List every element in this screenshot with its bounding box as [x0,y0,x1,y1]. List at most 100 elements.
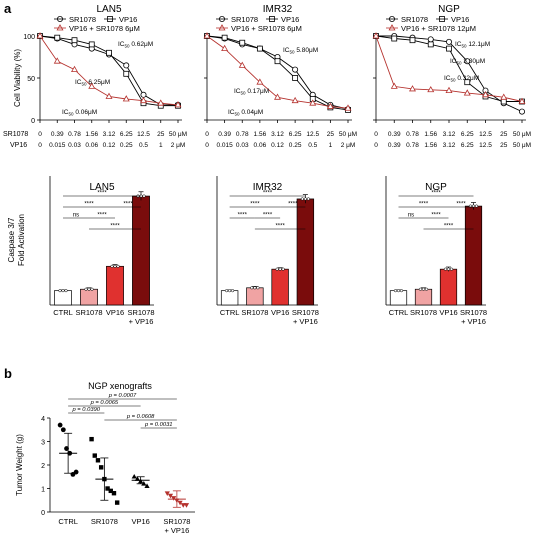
dose-label-vp16: 0.5 [139,142,148,149]
y-axis-label: Cell Viability (%) [13,49,22,107]
bar-category-label: SR1078 [241,308,268,317]
significance-label: **** [97,191,107,197]
legend-label-combo: VP16 + SR1078 12μM [401,24,476,33]
data-point [427,41,434,48]
legend-marker-combo [56,24,64,31]
scatter-category-label: CTRL [58,517,78,526]
replicate-point [275,267,279,271]
legend-label-sr1078: SR1078 [69,15,96,24]
dose-label-vp16: 3.12 [443,142,456,149]
data-point [292,75,299,81]
bar-category-label: CTRL [220,308,240,317]
ic50-annotation: IC50 3.30μM [450,58,485,66]
data-point [88,41,95,48]
data-point [372,32,380,39]
data-point [221,44,229,51]
data-point [140,91,147,98]
replicate-point [421,287,426,291]
significance-label: **** [431,191,441,197]
data-point [427,36,434,43]
dose-label-vp16: 12.5 [479,142,492,149]
data-point [106,49,112,56]
significance-label: **** [419,202,429,208]
dose-label-sr1078: 1.56 [254,131,267,138]
data-point [141,481,147,486]
dose-label-sr1078: 12.5 [479,131,492,138]
replicate-point [424,287,429,291]
ic50-annotation: IC50 0.32μM [444,75,479,83]
dose-label-sr1078: 0.78 [236,131,249,138]
significance-label: **** [123,202,133,208]
dose-label-sr1078: 50 μM [169,131,187,138]
data-point [446,45,452,52]
data-point [274,93,281,100]
dose-label-vp16: 1.56 [424,142,437,149]
bar [271,268,289,306]
dose-label-vp16: 0.015 [49,142,66,149]
replicate-point [228,289,232,293]
replicate-point [253,286,257,290]
dose-label-sr1078: 3.12 [443,131,456,138]
dose-label-sr1078: 1.56 [424,131,437,138]
replicate-point [231,289,235,293]
significance-label: **** [84,202,94,208]
bar-chart-title: IMR32 [253,182,283,193]
legend-label-sr1078: SR1078 [231,15,258,24]
dose-label-vp16: 0 [374,142,378,149]
data-point [71,37,78,44]
pvalue-label: p = 0.0390 [71,407,100,413]
replicate-point [393,289,398,293]
dose-label-vp16: 0.78 [406,142,419,149]
ic50-annotation: IC50 5.80μM [283,47,318,55]
dose-label-vp16: 0.25 [289,142,302,149]
panel-label-b: b [4,366,12,381]
dose-label-sr1078: 3.12 [103,131,116,138]
dose-label-sr1078: 50 μM [513,131,531,138]
data-point [203,32,211,39]
data-point [409,85,416,92]
y-axis-label: Caspase 3/7 [7,217,16,262]
data-point [238,61,246,68]
legend-label-vp16: VP16 [451,15,469,24]
data-point [390,82,398,89]
data-point [53,57,61,64]
data-point [171,496,177,501]
replicate-point [225,289,229,293]
pvalue-label: p = 0.0608 [126,414,155,420]
data-point [174,101,182,108]
significance-label: **** [97,213,107,219]
data-point [500,93,508,100]
data-point [105,92,113,99]
dose-label-vp16: 0.03 [68,142,81,149]
bar [54,290,72,306]
significance-label: **** [250,202,260,208]
line-chart-title: IMR32 [263,4,293,15]
legend-marker-combo [218,24,226,31]
dose-label-vp16: 1 [329,142,333,149]
data-point [445,86,453,93]
scatter-category-label: SR1078 [91,517,118,526]
ic50-annotation: IC50 0.17μM [234,88,269,96]
pvalue-label: p = 0.0031 [144,422,173,428]
pvalue-label: p = 0.0007 [108,393,137,399]
replicate-point [58,289,62,293]
bar [220,290,239,306]
ic50-annotation: IC50 6.25μM [75,79,110,87]
bar-category-label: SR1078 [127,308,154,317]
bar [439,268,458,306]
y-tick-label: 2 [41,463,45,470]
replicate-point [142,194,146,198]
significance-label: ns [73,213,79,219]
dose-label-sr1078: 50 μM [339,131,357,138]
bar-category-label: SR1078 [75,308,102,317]
significance-label: **** [238,213,248,219]
dose-label-sr1078: 12.5 [137,131,150,138]
ic50-annotation: IC50 0.62μM [118,41,153,49]
significance-label: **** [275,224,285,230]
data-point [391,35,398,42]
data-point [95,458,101,463]
y-tick-label: 0 [31,118,35,125]
